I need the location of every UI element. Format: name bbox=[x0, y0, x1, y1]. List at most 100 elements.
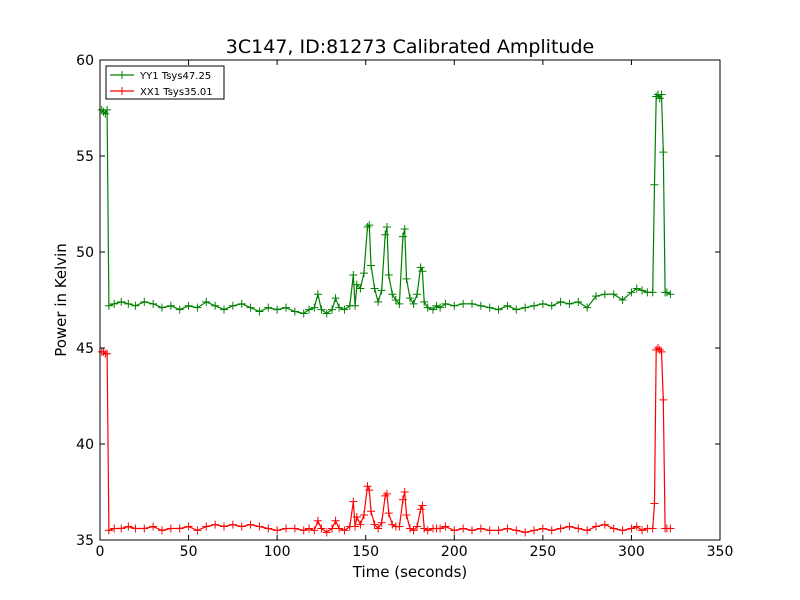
data-point bbox=[494, 526, 503, 535]
data-point bbox=[627, 288, 636, 297]
data-point bbox=[538, 524, 547, 533]
data-point bbox=[110, 299, 119, 308]
data-point bbox=[374, 297, 383, 306]
x-tick-label: 150 bbox=[352, 544, 379, 560]
data-point bbox=[413, 290, 422, 299]
series-2 bbox=[97, 344, 675, 537]
data-point bbox=[556, 524, 565, 533]
data-point bbox=[450, 301, 459, 310]
data-point bbox=[592, 522, 600, 531]
x-tick-label: 0 bbox=[96, 544, 105, 560]
data-point bbox=[228, 520, 237, 529]
x-tick-label: 350 bbox=[707, 544, 734, 560]
data-point bbox=[632, 522, 641, 531]
data-point bbox=[349, 271, 358, 280]
data-point bbox=[418, 501, 427, 510]
data-point bbox=[609, 290, 618, 299]
data-point bbox=[237, 299, 246, 308]
data-point bbox=[331, 294, 340, 303]
x-tick-label: 250 bbox=[529, 544, 556, 560]
data-point bbox=[384, 509, 393, 518]
series-layer bbox=[97, 90, 675, 537]
data-point bbox=[166, 301, 175, 310]
data-point bbox=[290, 307, 299, 316]
data-point bbox=[657, 90, 666, 99]
y-tick-label: 60 bbox=[76, 53, 94, 69]
data-point bbox=[381, 230, 390, 239]
data-point bbox=[574, 297, 583, 306]
data-point bbox=[654, 344, 662, 352]
data-point bbox=[659, 395, 668, 404]
data-point bbox=[402, 274, 411, 283]
data-point bbox=[400, 224, 409, 233]
data-point bbox=[99, 347, 108, 356]
data-point bbox=[351, 301, 360, 310]
data-point bbox=[485, 526, 494, 535]
legend-box bbox=[105, 65, 225, 100]
data-point bbox=[211, 520, 220, 529]
data-point bbox=[459, 299, 468, 308]
data-point bbox=[450, 526, 459, 535]
data-point bbox=[388, 520, 397, 529]
data-point bbox=[305, 305, 314, 314]
data-point bbox=[202, 297, 211, 306]
data-point bbox=[547, 301, 556, 310]
data-point bbox=[117, 297, 126, 306]
data-point bbox=[476, 301, 485, 310]
data-point bbox=[184, 522, 193, 531]
data-point bbox=[382, 489, 391, 498]
data-point bbox=[618, 296, 627, 304]
data-point bbox=[377, 518, 386, 527]
y-tick-label: 40 bbox=[76, 437, 94, 453]
data-point bbox=[228, 301, 237, 310]
data-point bbox=[101, 109, 110, 118]
chart-title: 3C147, ID:81273 Calibrated Amplitude bbox=[226, 36, 594, 58]
data-point bbox=[418, 267, 427, 276]
data-point bbox=[609, 524, 618, 533]
data-point bbox=[104, 301, 113, 310]
data-point bbox=[503, 524, 512, 533]
data-point bbox=[650, 180, 659, 189]
data-point bbox=[429, 305, 438, 314]
data-point bbox=[158, 303, 166, 312]
data-point bbox=[666, 290, 675, 299]
data-point bbox=[388, 290, 397, 299]
data-point bbox=[175, 305, 184, 314]
data-point bbox=[600, 290, 609, 299]
data-point bbox=[436, 303, 445, 312]
data-point bbox=[282, 303, 290, 312]
data-point bbox=[441, 299, 450, 308]
data-point bbox=[420, 297, 429, 306]
data-point bbox=[365, 486, 374, 495]
data-point bbox=[441, 522, 450, 531]
data-point bbox=[485, 303, 494, 312]
data-point bbox=[468, 299, 476, 308]
y-tick-label: 35 bbox=[76, 533, 94, 549]
data-point bbox=[305, 524, 314, 533]
data-point bbox=[512, 526, 521, 535]
y-tick-label: 50 bbox=[76, 245, 94, 261]
data-point bbox=[290, 524, 299, 533]
plot-frame bbox=[99, 59, 721, 541]
data-point bbox=[317, 524, 326, 533]
data-point bbox=[340, 305, 349, 314]
data-point bbox=[124, 299, 133, 308]
data-point bbox=[356, 284, 365, 293]
series-1 bbox=[97, 90, 675, 318]
data-point bbox=[632, 284, 641, 293]
data-point bbox=[370, 284, 379, 293]
data-point bbox=[99, 107, 108, 116]
data-point bbox=[193, 526, 202, 535]
x-tick-label: 50 bbox=[180, 544, 198, 560]
data-point bbox=[574, 524, 583, 533]
data-point bbox=[363, 223, 372, 232]
data-point bbox=[370, 520, 379, 529]
data-point bbox=[382, 223, 391, 232]
data-point bbox=[103, 349, 112, 358]
data-point bbox=[264, 524, 273, 533]
data-point bbox=[352, 280, 361, 289]
data-point bbox=[193, 303, 202, 312]
data-point bbox=[328, 524, 337, 533]
data-point bbox=[666, 524, 675, 533]
data-point bbox=[416, 263, 425, 272]
